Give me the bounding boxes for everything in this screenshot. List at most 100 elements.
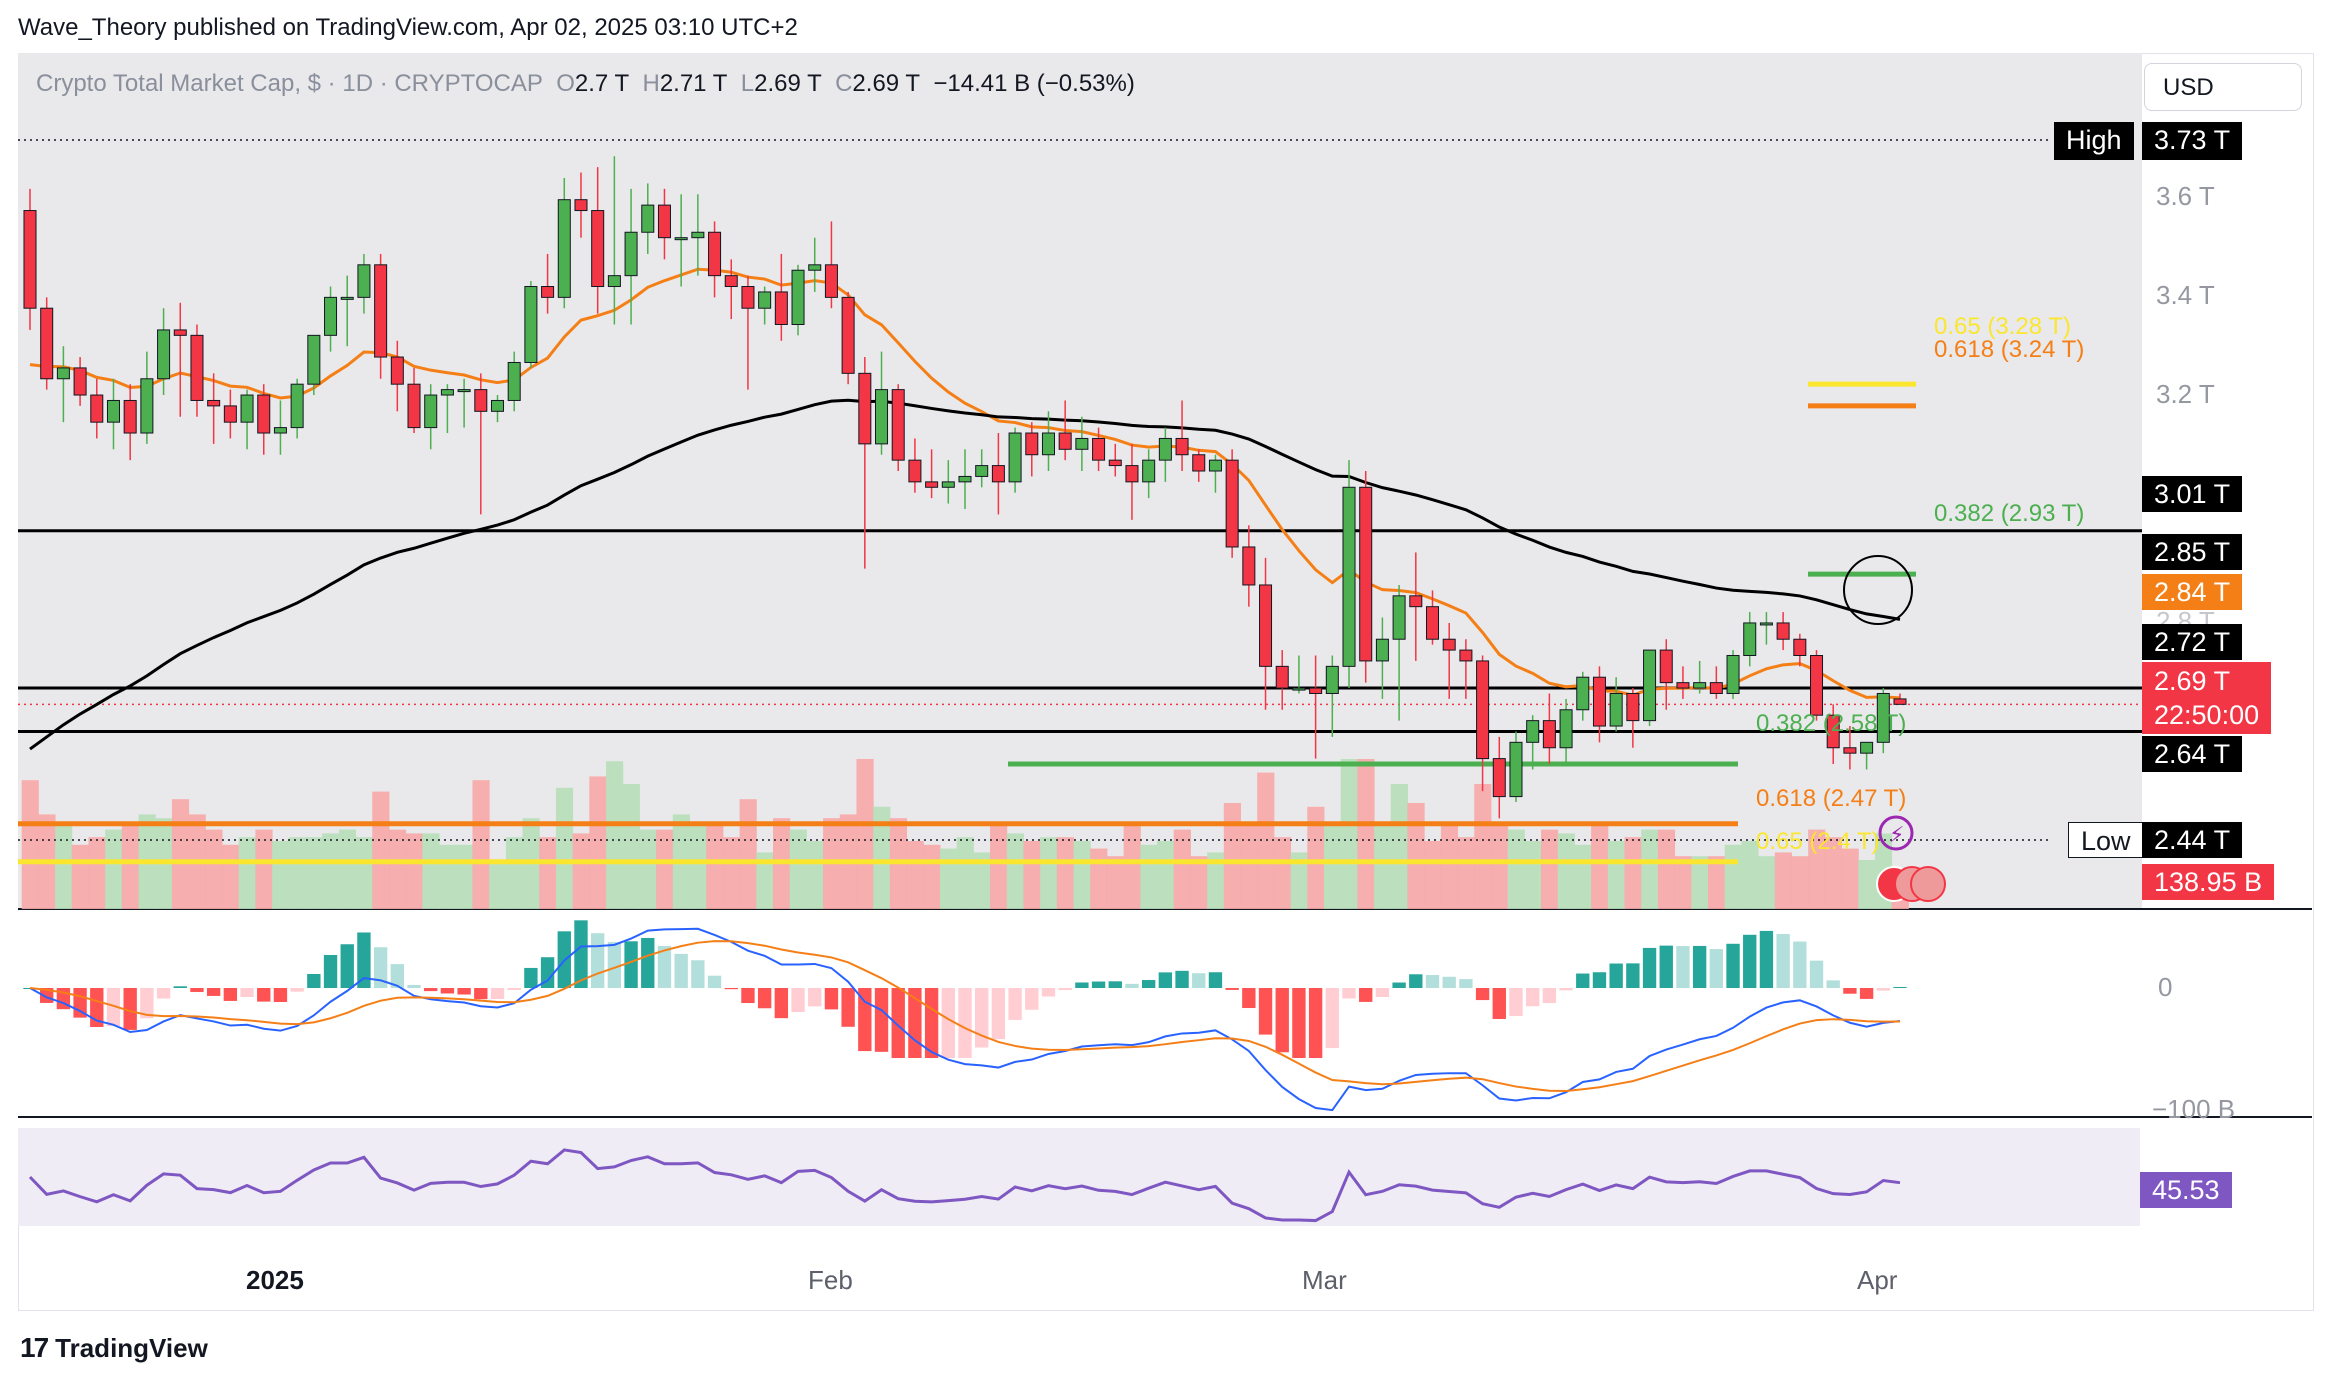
- volume-bar: [1240, 822, 1258, 909]
- volume-bar: [1474, 784, 1492, 909]
- candle-body: [257, 394, 271, 434]
- macd-histogram-bar: [924, 988, 939, 1058]
- candle-body: [708, 231, 722, 277]
- candle-body: [1726, 655, 1740, 694]
- candle-body: [724, 275, 738, 288]
- candle: [691, 194, 705, 276]
- candle: [207, 373, 221, 444]
- volume-bar: [1207, 852, 1225, 909]
- candle-body: [824, 264, 838, 298]
- legend-h-label: H: [642, 70, 660, 97]
- candle: [1793, 633, 1807, 667]
- macd-histogram-bar: [1759, 930, 1774, 988]
- candle: [1025, 422, 1039, 477]
- macd-histogram-bar: [1809, 960, 1824, 988]
- time-label-apr: Apr: [1857, 1265, 1898, 1295]
- volume-bar: [1674, 856, 1692, 909]
- candle: [975, 449, 989, 488]
- candle: [40, 297, 54, 390]
- currency-button[interactable]: USD: [2144, 63, 2302, 111]
- macd-histogram-bar: [1208, 972, 1223, 988]
- price-pane-bg: [18, 53, 2142, 909]
- candle-body: [657, 204, 671, 239]
- candle-body: [474, 389, 488, 412]
- macd-zero-tick: 0: [2158, 972, 2173, 1002]
- fib-bot-65-label: 0.65 (2.4 T): [1756, 828, 1880, 855]
- candle: [240, 389, 254, 450]
- candle-body: [240, 394, 254, 423]
- candle-body: [1559, 709, 1573, 749]
- candle-body: [1325, 665, 1339, 694]
- candle: [1208, 454, 1222, 493]
- volume-bar: [1073, 841, 1091, 909]
- candle: [791, 264, 805, 336]
- candle: [273, 400, 287, 455]
- candle-body: [841, 296, 855, 374]
- macd-histogram-bar: [908, 988, 922, 1058]
- current-price: 2.69 T: [2154, 666, 2231, 696]
- candle: [758, 286, 772, 325]
- macd-histogram-bar: [1041, 988, 1056, 997]
- volume-bar: [388, 829, 407, 909]
- signal-line: [29, 940, 1901, 1093]
- candle: [875, 351, 889, 455]
- candle-body: [1492, 758, 1506, 798]
- volume-bar: [222, 844, 240, 909]
- macd-histogram-bar: [1158, 972, 1173, 988]
- macd-histogram-bar: [1576, 973, 1590, 988]
- candle: [123, 384, 137, 461]
- candle: [1743, 612, 1757, 667]
- candle-body: [440, 389, 454, 396]
- candle-body: [1208, 459, 1222, 472]
- macd-minus-tick: −100 B: [2152, 1094, 2236, 1124]
- macd-histogram-bar: [1225, 988, 1239, 990]
- volume-bar: [639, 829, 657, 909]
- candle: [257, 384, 271, 455]
- candle: [157, 308, 171, 396]
- legend-change: −14.41 B (−0.53%): [933, 70, 1135, 97]
- macd-histogram-bar: [390, 964, 404, 988]
- macd-histogram-bar: [991, 988, 1006, 1040]
- macd-histogram-bar: [1459, 979, 1473, 988]
- macd-histogram-bar: [507, 988, 521, 991]
- level-264-tag: 2.64 T: [2142, 736, 2243, 772]
- candle-body: [1275, 665, 1289, 689]
- candle: [290, 378, 304, 439]
- level-285-tag: 2.85 T: [2142, 534, 2243, 570]
- footer-brand[interactable]: 17 TradingView: [20, 1332, 208, 1364]
- macd-histogram-bar: [206, 988, 221, 996]
- candle-body: [1058, 432, 1072, 450]
- candle: [641, 183, 655, 254]
- price-tick-3-4: 3.4 T: [2156, 280, 2215, 310]
- candle-body: [340, 296, 354, 300]
- legend-symbol[interactable]: Crypto Total Market Cap, $ · 1D · CRYPTO…: [36, 70, 543, 97]
- candle: [1492, 736, 1506, 819]
- candle: [1526, 715, 1540, 770]
- volume-bar: [1440, 825, 1459, 909]
- macd-histogram-bar: [1859, 988, 1874, 999]
- macd-histogram-bar: [691, 960, 705, 988]
- candle: [574, 172, 588, 238]
- volume-bar: [1173, 829, 1191, 909]
- candle-body: [307, 334, 321, 385]
- candle: [1008, 427, 1022, 493]
- candle: [1309, 655, 1323, 759]
- candle-body: [207, 399, 221, 407]
- volume-bar: [1307, 806, 1325, 909]
- volume-bar: [439, 844, 457, 909]
- candle-body: [40, 307, 54, 380]
- volume-bar: [990, 822, 1008, 909]
- volume-bar: [1157, 841, 1175, 909]
- candle: [1843, 726, 1857, 770]
- macd-histogram-bar: [707, 975, 722, 988]
- volume-bar: [1273, 837, 1292, 909]
- alert-bolt-icon: ⚡: [1889, 823, 1904, 848]
- candle: [23, 188, 37, 330]
- macd-histogram-bar: [1325, 988, 1339, 1049]
- candle-body: [324, 296, 338, 336]
- volume-bar: [1858, 860, 1876, 909]
- candle: [374, 253, 388, 379]
- volume-bar: [1524, 841, 1542, 909]
- macd-histogram-bar: [757, 988, 772, 1009]
